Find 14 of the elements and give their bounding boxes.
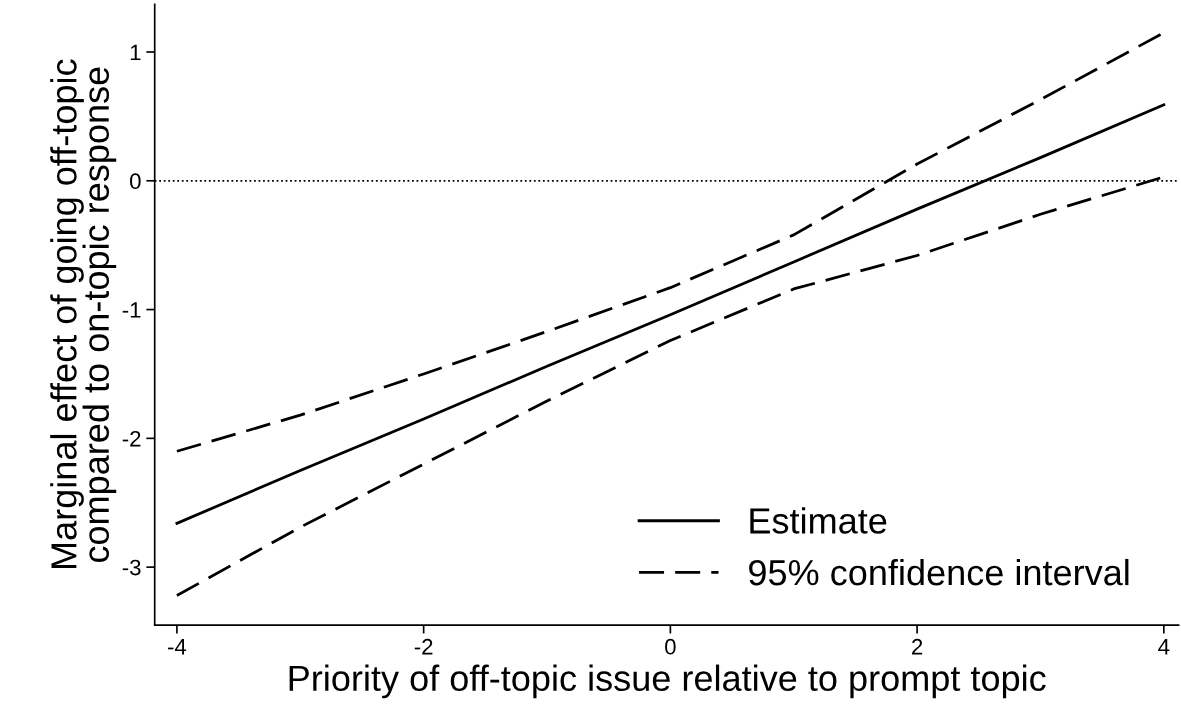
x-tick-label: 4	[1158, 639, 1170, 655]
y-tick-label: -3	[122, 559, 141, 576]
x-tick-label: -4	[168, 639, 187, 655]
y-tick-label: 0	[130, 173, 141, 190]
legend-label: Estimate	[750, 507, 887, 534]
x-tick-label: -2	[414, 638, 433, 655]
legend-label: 95% confidence interval	[749, 558, 1129, 586]
y-tick-label: -2	[122, 430, 141, 447]
x-tick-label: 0	[665, 638, 676, 655]
x-axis-title: Priority of off-topic issue relative to prompt topic	[289, 664, 1046, 699]
y-axis-title: Marginal effect of going off-topic compared to on-topic response	[50, 59, 117, 569]
y-tick-label: 1	[130, 44, 141, 61]
x-tick-label: 2	[912, 638, 923, 655]
y-tick-label: -1	[122, 302, 141, 318]
